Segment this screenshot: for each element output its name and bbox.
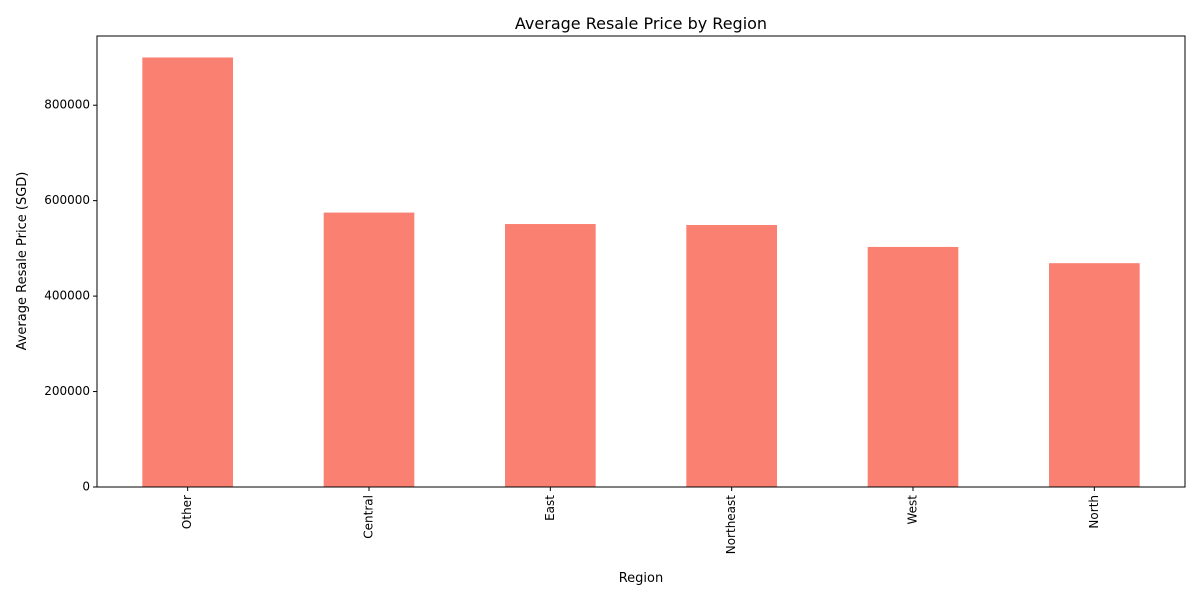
x-tick-label: North — [1087, 495, 1101, 529]
x-axis: Other Central East Northeast West North — [180, 487, 1101, 554]
x-tick-label: Northeast — [724, 495, 738, 555]
y-axis: 0 200000 400000 600000 800000 — [44, 98, 97, 494]
chart-title: Average Resale Price by Region — [515, 14, 767, 33]
y-tick-label: 400000 — [44, 289, 90, 303]
bar-east — [505, 224, 596, 488]
x-tick-label: Other — [180, 495, 194, 529]
bar-northeast — [686, 224, 777, 488]
y-axis-label: Average Resale Price (SGD) — [15, 172, 30, 351]
plot-area — [142, 57, 1140, 488]
bar-central — [323, 212, 415, 487]
y-tick-label: 800000 — [44, 98, 90, 112]
y-tick-label: 600000 — [44, 193, 90, 207]
bar-west — [867, 246, 959, 487]
y-tick-label: 0 — [82, 480, 90, 494]
plot-frame — [96, 35, 1186, 488]
bar-other — [142, 57, 233, 487]
x-axis-label: Region — [619, 571, 664, 586]
x-tick-label: Central — [362, 495, 376, 539]
x-tick-label: East — [543, 495, 557, 521]
bar-north — [1049, 263, 1140, 487]
y-tick-label: 200000 — [44, 384, 90, 398]
x-tick-label: West — [906, 495, 920, 525]
